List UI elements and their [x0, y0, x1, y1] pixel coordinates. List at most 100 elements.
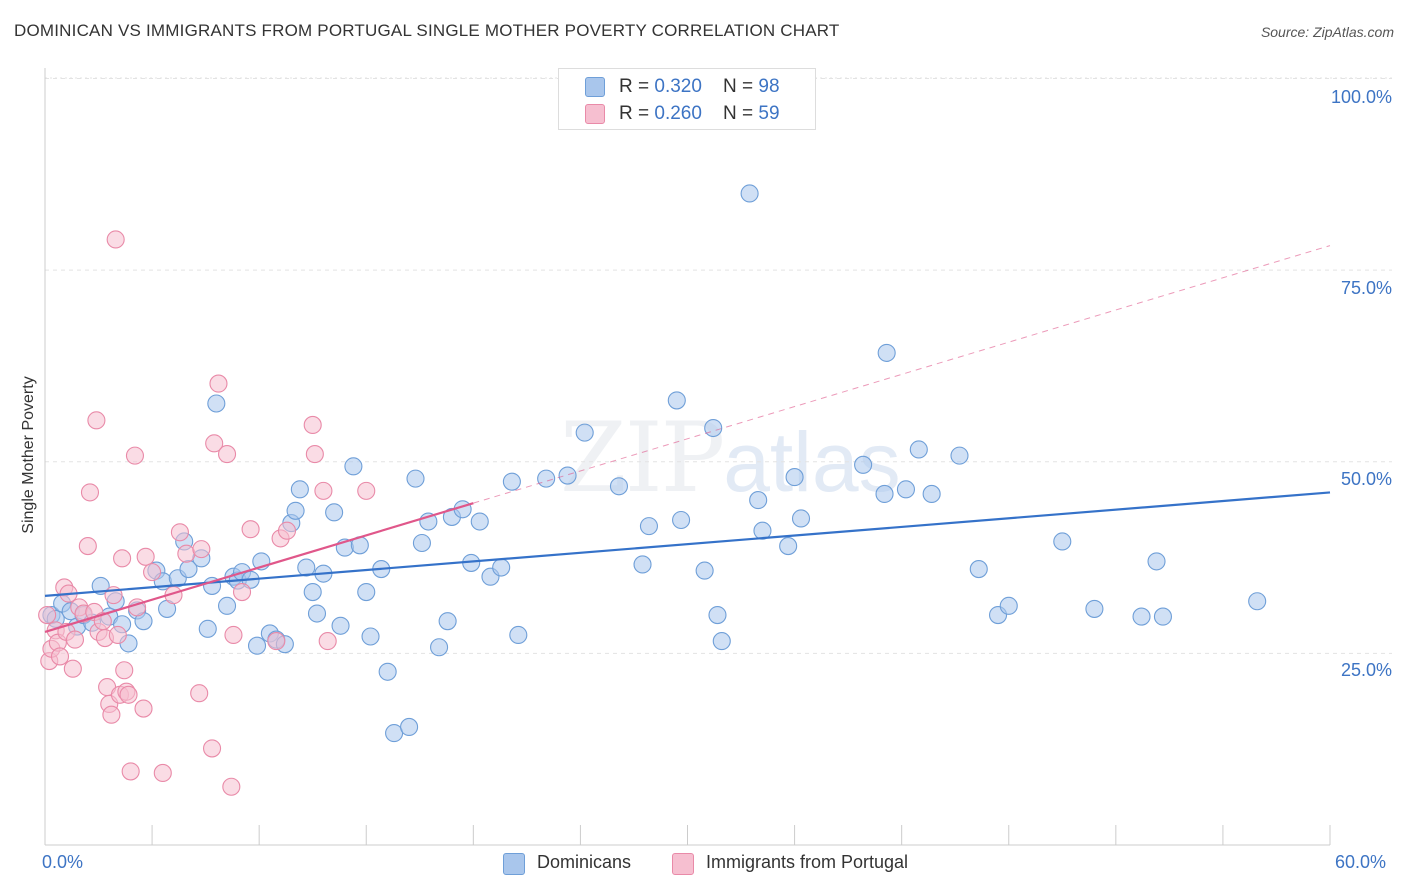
- point-dominicans: [704, 418, 723, 438]
- point-dominicans: [430, 638, 449, 657]
- point-portugal: [305, 445, 324, 464]
- legend-r-value: 0.260: [654, 103, 702, 124]
- y-tick-label-50: 50.0%: [1340, 469, 1392, 489]
- point-dominicans: [753, 521, 772, 540]
- point-portugal: [87, 411, 106, 430]
- point-dominicans: [779, 537, 798, 556]
- point-dominicans: [378, 662, 397, 681]
- data-points: [38, 184, 1267, 796]
- point-dominicans: [412, 533, 431, 553]
- point-dominicans: [854, 455, 873, 474]
- point-dominicans: [558, 466, 577, 485]
- legend-swatch-dominicans: [585, 77, 605, 97]
- point-dominicans: [361, 627, 380, 646]
- legend-n-label: N =: [723, 76, 759, 97]
- point-dominicans: [950, 446, 969, 465]
- trend-line-portugal: [44, 502, 474, 633]
- y-tick-label-100: 100.0%: [1330, 87, 1392, 107]
- point-portugal: [50, 647, 70, 666]
- y-tick-label-75: 75.0%: [1340, 278, 1392, 298]
- point-dominicans: [1248, 592, 1267, 611]
- point-dominicans: [695, 561, 714, 580]
- point-dominicans: [672, 510, 691, 530]
- point-dominicans: [537, 469, 556, 488]
- legend-n-value: 98: [758, 76, 780, 97]
- legend-n-value: 59: [758, 103, 780, 124]
- point-dominicans: [290, 480, 309, 499]
- point-dominicans: [969, 560, 988, 579]
- point-dominicans: [712, 632, 731, 651]
- point-portugal: [314, 481, 333, 500]
- point-dominicans: [609, 477, 629, 496]
- point-dominicans: [247, 636, 267, 655]
- bottom-legend-swatch-dominicans: [503, 853, 525, 875]
- point-dominicans: [297, 558, 316, 577]
- legend-text: R = 0.320 N = 98: [619, 76, 780, 98]
- point-dominicans: [286, 501, 305, 520]
- legend-r-label: R =: [619, 76, 655, 97]
- point-dominicans: [331, 616, 350, 635]
- point-portugal: [232, 583, 252, 602]
- y-tick-label-25: 25.0%: [1340, 660, 1392, 680]
- legend-swatch-portugal: [585, 104, 605, 124]
- point-dominicans: [791, 509, 811, 528]
- point-portugal: [106, 230, 125, 249]
- point-portugal: [205, 434, 224, 453]
- bottom-legend-label: Dominicans: [537, 852, 632, 872]
- point-portugal: [190, 684, 209, 703]
- point-dominicans: [1053, 532, 1072, 551]
- point-portugal: [102, 705, 121, 724]
- point-portugal: [78, 537, 97, 556]
- point-portugal: [153, 763, 172, 782]
- point-portugal: [136, 547, 155, 566]
- point-portugal: [80, 483, 100, 502]
- point-portugal: [277, 521, 297, 540]
- point-dominicans: [639, 517, 659, 536]
- point-portugal: [134, 699, 153, 718]
- point-dominicans: [198, 619, 217, 638]
- point-portugal: [192, 540, 211, 559]
- legend-r-label: R =: [619, 103, 655, 124]
- trend-line-extended-portugal: [473, 245, 1331, 504]
- point-dominicans: [357, 583, 376, 602]
- point-portugal: [318, 632, 337, 651]
- point-dominicans: [509, 625, 528, 645]
- point-dominicans: [999, 596, 1018, 615]
- legend-text: R = 0.260 N = 59: [619, 103, 780, 125]
- point-portugal: [121, 762, 140, 781]
- point-portugal: [143, 563, 162, 582]
- point-dominicans: [633, 555, 652, 574]
- point-dominicans: [344, 457, 363, 476]
- point-portugal: [113, 549, 132, 568]
- bottom-legend-label: Immigrants from Portugal: [706, 852, 909, 872]
- point-dominicans: [1132, 607, 1151, 626]
- point-dominicans: [575, 423, 594, 442]
- point-dominicans: [502, 472, 521, 491]
- point-portugal: [63, 659, 82, 678]
- x-tick-label-min: 0.0%: [42, 852, 84, 872]
- point-dominicans: [877, 343, 896, 362]
- point-portugal: [357, 481, 376, 500]
- point-portugal: [224, 625, 243, 645]
- point-portugal: [65, 630, 85, 649]
- point-portugal: [241, 520, 260, 539]
- point-portugal: [125, 446, 144, 465]
- point-portugal: [203, 739, 222, 758]
- point-dominicans: [303, 583, 322, 602]
- point-dominicans: [749, 491, 768, 510]
- point-portugal: [38, 605, 57, 625]
- point-portugal: [217, 445, 237, 464]
- watermark-zip: ZIP: [560, 402, 725, 514]
- trend-lines: [44, 245, 1331, 633]
- bottom-legend-swatch-portugal: [672, 853, 694, 875]
- point-dominicans: [307, 604, 327, 623]
- point-dominicans: [1147, 552, 1166, 571]
- point-dominicans: [667, 391, 686, 410]
- source-label: Source: ZipAtlas.com: [1260, 24, 1394, 40]
- point-dominicans: [325, 503, 344, 522]
- point-dominicans: [438, 612, 457, 631]
- legend: R = 0.320 N = 98 R = 0.260 N = 59: [558, 68, 816, 130]
- trend-line-dominicans: [44, 491, 1331, 597]
- point-dominicans: [896, 480, 916, 499]
